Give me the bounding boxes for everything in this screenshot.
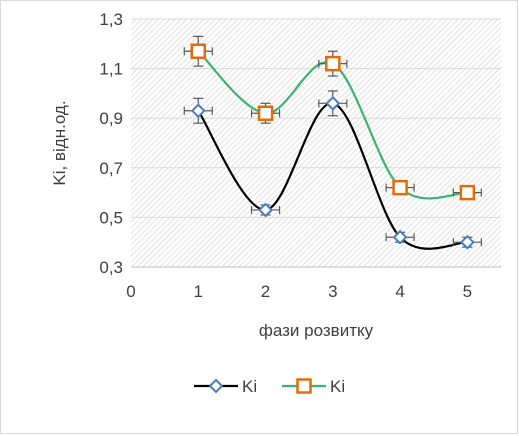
y-tick-labels: 0,3 0,5 0,7 0,9 1,1 1,3 bbox=[99, 10, 123, 277]
y-tick-label: 0,5 bbox=[99, 208, 123, 227]
data-point bbox=[257, 105, 274, 121]
series-1 bbox=[183, 90, 482, 250]
data-point bbox=[325, 55, 341, 72]
legend-marker bbox=[296, 378, 312, 394]
legend-item-1: Ki bbox=[194, 377, 257, 396]
x-tick-label: 4 bbox=[395, 282, 404, 301]
legend: Ki Ki bbox=[194, 377, 345, 396]
data-point bbox=[190, 43, 207, 59]
series-group bbox=[183, 35, 482, 250]
x-axis-title: фази розвитку bbox=[259, 321, 374, 340]
data-point bbox=[459, 184, 476, 201]
x-tick-label: 0 bbox=[126, 282, 135, 301]
legend-item-2: Ki bbox=[282, 377, 345, 396]
series-2 bbox=[183, 35, 482, 201]
legend-label: Ki bbox=[242, 377, 257, 396]
y-tick-label: 0,3 bbox=[99, 258, 123, 277]
data-point bbox=[190, 103, 206, 119]
data-point bbox=[459, 234, 475, 250]
x-tick-labels: 0 1 2 3 4 5 bbox=[126, 282, 472, 301]
data-point bbox=[325, 95, 341, 111]
y-tick-label: 1,1 bbox=[99, 60, 123, 79]
legend-marker bbox=[208, 378, 224, 394]
data-point bbox=[392, 229, 408, 245]
x-tick-label: 2 bbox=[261, 282, 270, 301]
y-axis-title: Ki, відн.од. bbox=[50, 100, 69, 185]
plot-area bbox=[131, 19, 501, 267]
data-point bbox=[258, 202, 273, 218]
x-tick-label: 5 bbox=[463, 282, 472, 301]
y-tick-label: 0,9 bbox=[99, 109, 123, 128]
x-tick-label: 3 bbox=[328, 282, 337, 301]
y-tick-label: 0,7 bbox=[99, 159, 123, 178]
legend-label: Ki bbox=[330, 377, 345, 396]
data-point bbox=[392, 179, 408, 196]
y-tick-label: 1,3 bbox=[99, 10, 123, 29]
x-tick-label: 1 bbox=[194, 282, 203, 301]
